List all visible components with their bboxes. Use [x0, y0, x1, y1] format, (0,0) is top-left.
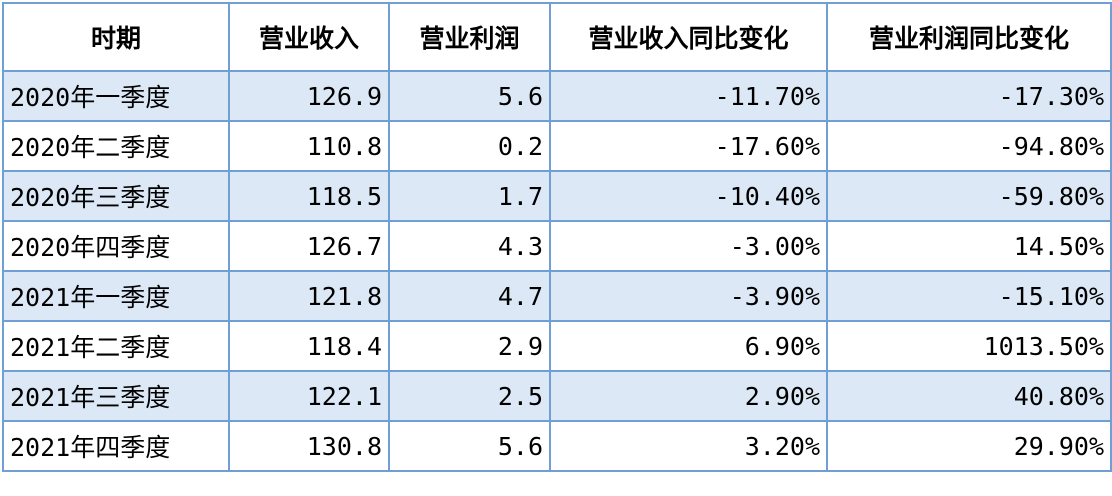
table-cell: 118.4 — [228, 320, 390, 372]
table-cell: -59.80% — [826, 170, 1112, 222]
header-row: 时期 营业收入 营业利润 营业收入同比变化 营业利润同比变化 — [2, 2, 1112, 72]
header-cell: 营业利润同比变化 — [826, 2, 1112, 72]
table-cell: 0.2 — [388, 120, 551, 172]
table-row: 2020年三季度 118.5 1.7 -10.40% -59.80% — [2, 170, 1112, 222]
table-cell: 122.1 — [228, 370, 390, 422]
table-body: 2020年一季度 126.9 5.6 -11.70% -17.30% 2020年二季度 11… — [2, 70, 1112, 472]
table-cell: 5.6 — [388, 70, 551, 122]
table-cell: 1013.50% — [826, 320, 1112, 372]
table-cell: 2021年三季度 — [2, 370, 230, 422]
table-cell: 6.90% — [549, 320, 828, 372]
table-cell: 29.90% — [826, 420, 1112, 472]
table-cell: 2020年一季度 — [2, 70, 230, 122]
table-cell: 40.80% — [826, 370, 1112, 422]
table-cell: -3.00% — [549, 220, 828, 272]
table-cell: -3.90% — [549, 270, 828, 322]
table-cell: 4.7 — [388, 270, 551, 322]
table-cell: -10.40% — [549, 170, 828, 222]
table-cell: 110.8 — [228, 120, 390, 172]
table-cell: 2021年一季度 — [2, 270, 230, 322]
table-row: 2020年四季度 126.7 4.3 -3.00% 14.50% — [2, 220, 1112, 272]
header-cell: 营业收入同比变化 — [549, 2, 828, 72]
table-cell: 3.20% — [549, 420, 828, 472]
table-cell: 2.9 — [388, 320, 551, 372]
table-cell: 121.8 — [228, 270, 390, 322]
table-row: 2021年一季度 121.8 4.7 -3.90% -15.10% — [2, 270, 1112, 322]
data-table: 时期 营业收入 营业利润 营业收入同比变化 营业利润同比变化 2020年一季度 126.9… — [2, 2, 1112, 472]
table-cell: 2020年四季度 — [2, 220, 230, 272]
table-cell: 126.7 — [228, 220, 390, 272]
table-row: 2020年一季度 126.9 5.6 -11.70% -17.30% — [2, 70, 1112, 122]
table-cell: 2020年二季度 — [2, 120, 230, 172]
table-cell: 126.9 — [228, 70, 390, 122]
table-cell: -94.80% — [826, 120, 1112, 172]
header-cell: 营业利润 — [388, 2, 551, 72]
table-row: 2021年二季度 118.4 2.9 6.90% 1013.50% — [2, 320, 1112, 372]
table-cell: 5.6 — [388, 420, 551, 472]
table-cell: 14.50% — [826, 220, 1112, 272]
table-row: 2020年二季度 110.8 0.2 -17.60% -94.80% — [2, 120, 1112, 172]
table-cell: 4.3 — [388, 220, 551, 272]
table-cell: -17.60% — [549, 120, 828, 172]
table-cell: -15.10% — [826, 270, 1112, 322]
table-cell: 1.7 — [388, 170, 551, 222]
table-row: 2021年四季度 130.8 5.6 3.20% 29.90% — [2, 420, 1112, 472]
table-cell: 130.8 — [228, 420, 390, 472]
table-cell: -11.70% — [549, 70, 828, 122]
table-cell: -17.30% — [826, 70, 1112, 122]
table-cell: 2020年三季度 — [2, 170, 230, 222]
table-cell: 2021年二季度 — [2, 320, 230, 372]
table-cell: 2.5 — [388, 370, 551, 422]
header-cell: 时期 — [2, 2, 230, 72]
table-cell: 2.90% — [549, 370, 828, 422]
table-cell: 2021年四季度 — [2, 420, 230, 472]
header-cell: 营业收入 — [228, 2, 390, 72]
table-row: 2021年三季度 122.1 2.5 2.90% 40.80% — [2, 370, 1112, 422]
table-cell: 118.5 — [228, 170, 390, 222]
